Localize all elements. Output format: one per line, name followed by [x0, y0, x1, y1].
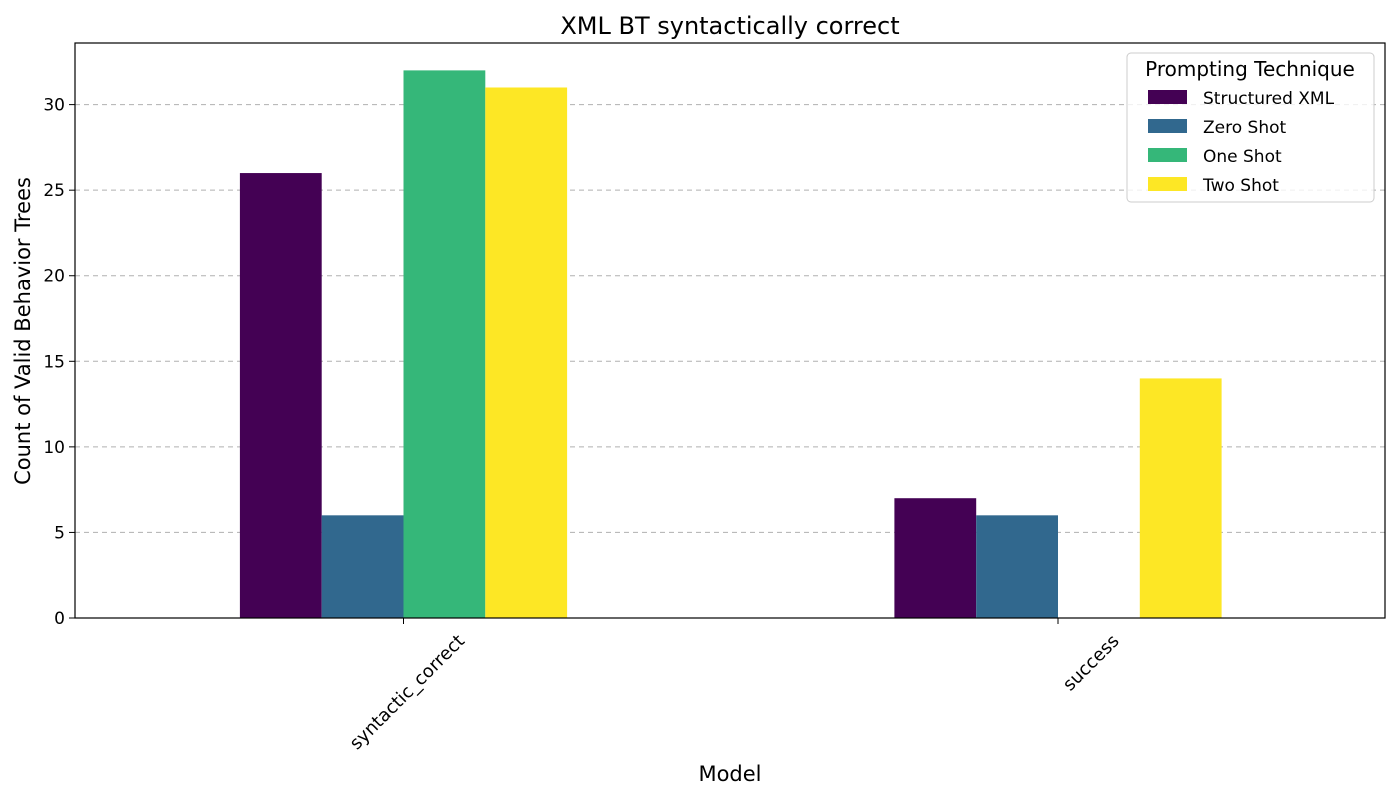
bar-two-shot-success — [1139, 378, 1222, 618]
bar-two-shot-syntactic_correct — [485, 87, 568, 619]
y-axis-label: Count of Valid Behavior Trees — [11, 177, 35, 485]
y-tick-label: 5 — [54, 523, 65, 543]
bar-structured-xml-success — [894, 498, 977, 618]
legend-swatch — [1148, 148, 1187, 162]
y-tick-label: 0 — [54, 609, 65, 629]
legend-swatch — [1148, 177, 1187, 191]
x-tick-label: syntactic_correct — [346, 631, 469, 754]
x-axis: syntactic_correct success — [346, 618, 1124, 754]
bar-zero-shot-success — [976, 515, 1058, 618]
y-tick-label: 10 — [43, 438, 65, 458]
chart-title: XML BT syntactically correct — [560, 12, 899, 40]
legend-entry-label: Structured XML — [1203, 89, 1335, 109]
legend-entry-label: One Shot — [1203, 147, 1282, 167]
y-tick-label: 20 — [43, 267, 65, 287]
legend-entry-label: Two Shot — [1202, 176, 1279, 196]
bar-zero-shot-syntactic_correct — [321, 515, 404, 618]
legend-swatch — [1148, 119, 1187, 133]
bar-structured-xml-syntactic_correct — [239, 173, 322, 619]
legend-box — [1126, 52, 1375, 203]
x-tick-label: success — [1059, 631, 1124, 696]
plot-frame — [74, 42, 1386, 619]
y-tick-label: 15 — [43, 352, 65, 372]
legend-entry-label: Zero Shot — [1203, 118, 1286, 138]
bar-one-shot-syntactic_correct — [403, 70, 486, 618]
x-axis-label: Model — [698, 762, 761, 786]
y-tick-label: 25 — [43, 181, 65, 201]
bars — [239, 70, 1222, 619]
y-axis: 0 5 10 15 20 25 30 — [43, 96, 75, 629]
y-tick-label: 30 — [43, 96, 65, 116]
legend-title: Prompting Technique — [1145, 57, 1355, 81]
legend: Prompting Technique Structured XML Zero Sh… — [1126, 52, 1375, 203]
legend-swatch — [1148, 90, 1187, 104]
